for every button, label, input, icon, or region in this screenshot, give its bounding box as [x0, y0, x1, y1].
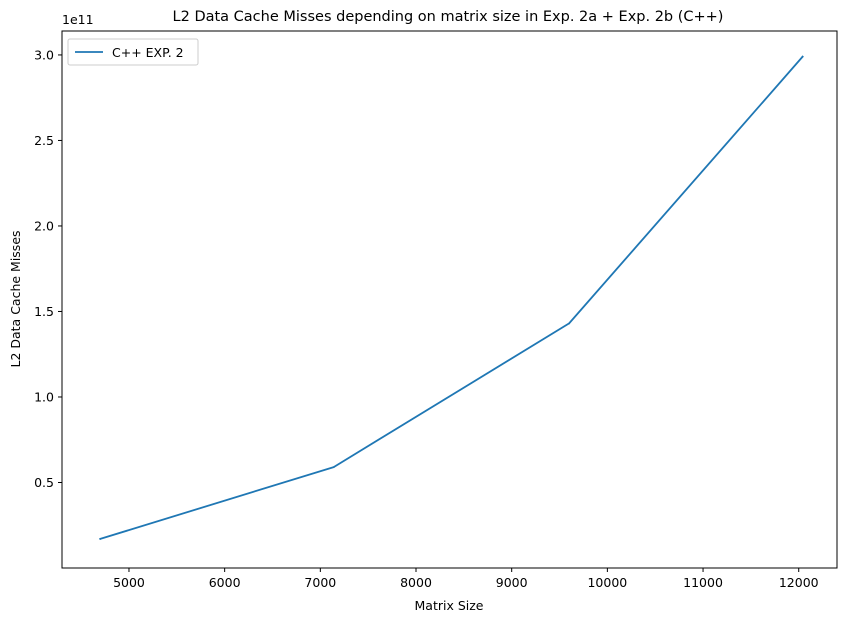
y-tick-label: 1.5 — [34, 304, 54, 319]
data-point — [332, 466, 335, 468]
data-point — [801, 55, 804, 58]
x-tick-label: 8000 — [400, 575, 432, 590]
chart-title: L2 Data Cache Misses depending on matrix… — [173, 9, 724, 25]
y-axis-label: L2 Data Cache Misses — [8, 230, 23, 367]
data-point — [568, 322, 570, 325]
legend-box — [67, 38, 199, 66]
x-tick-label: 12000 — [779, 575, 819, 590]
series-line — [99, 55, 804, 541]
plot-area — [61, 30, 838, 569]
legend: C++ EXP. 2 — [67, 38, 199, 66]
x-tick-label: 10000 — [587, 575, 627, 590]
legend-label: C++ EXP. 2 — [112, 45, 184, 60]
x-tick-label: 11000 — [683, 575, 723, 590]
plot-frame — [61, 30, 838, 569]
x-axis: 5000 6000 7000 8000 9000 10000 11000 12000 — [113, 568, 819, 590]
y-tick-label: 1.0 — [34, 389, 54, 404]
x-tick-label: 7000 — [304, 575, 336, 590]
x-tick-label: 6000 — [209, 575, 241, 590]
y-tick-label: 0.5 — [34, 475, 54, 490]
y-tick-label: 2.0 — [34, 218, 54, 233]
y-tick-label: 3.0 — [34, 47, 54, 62]
x-axis-label: Matrix Size — [415, 598, 484, 613]
x-tick-label: 9000 — [496, 575, 528, 590]
y-axis: 0.5 1.0 1.5 2.0 2.5 3.0 — [34, 47, 62, 490]
data-point — [99, 538, 102, 540]
series-layer — [99, 55, 804, 541]
y-tick-label: 2.5 — [34, 133, 54, 148]
x-tick-label: 5000 — [113, 575, 145, 590]
y-offset-label: 1e11 — [62, 12, 94, 27]
